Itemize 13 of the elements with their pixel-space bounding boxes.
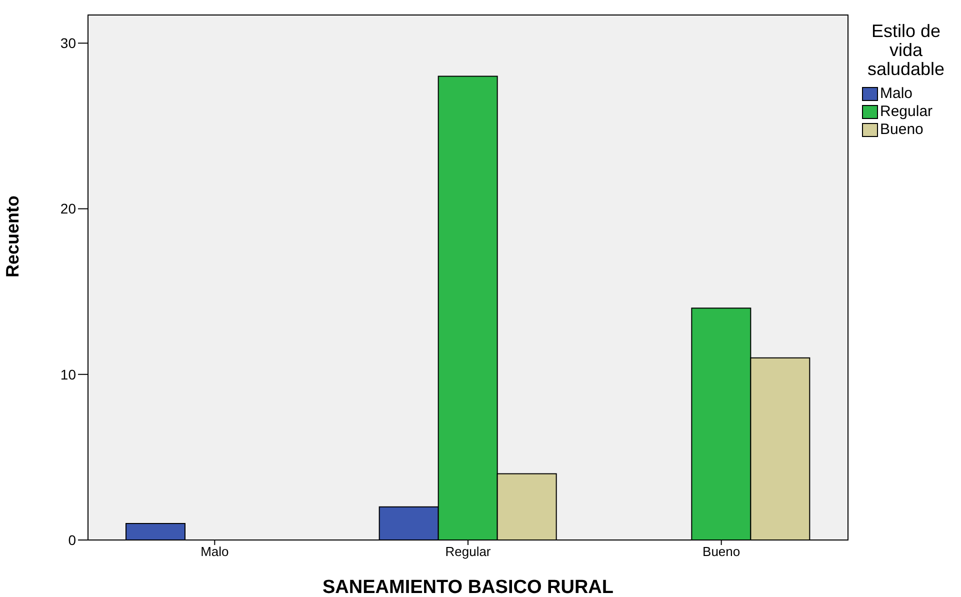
x-tick-label: Malo [200, 544, 229, 560]
y-axis-title: Recuento [2, 195, 22, 278]
legend-label: Bueno [880, 121, 924, 139]
x-tick-label: Regular [445, 544, 492, 560]
y-tick-label: 0 [68, 532, 76, 548]
y-tick-label: 30 [60, 35, 76, 52]
legend-title: Estilo de vida saludable [866, 21, 946, 79]
y-tick-label: 10 [60, 366, 76, 382]
x-axis-title: SANEAMIENTO BASICO RURAL [322, 577, 614, 597]
y-tick-label: 20 [60, 200, 76, 217]
legend-label: Regular [880, 103, 933, 121]
legend-label: Malo [880, 85, 913, 103]
x-tick-label: Bueno [702, 544, 740, 560]
